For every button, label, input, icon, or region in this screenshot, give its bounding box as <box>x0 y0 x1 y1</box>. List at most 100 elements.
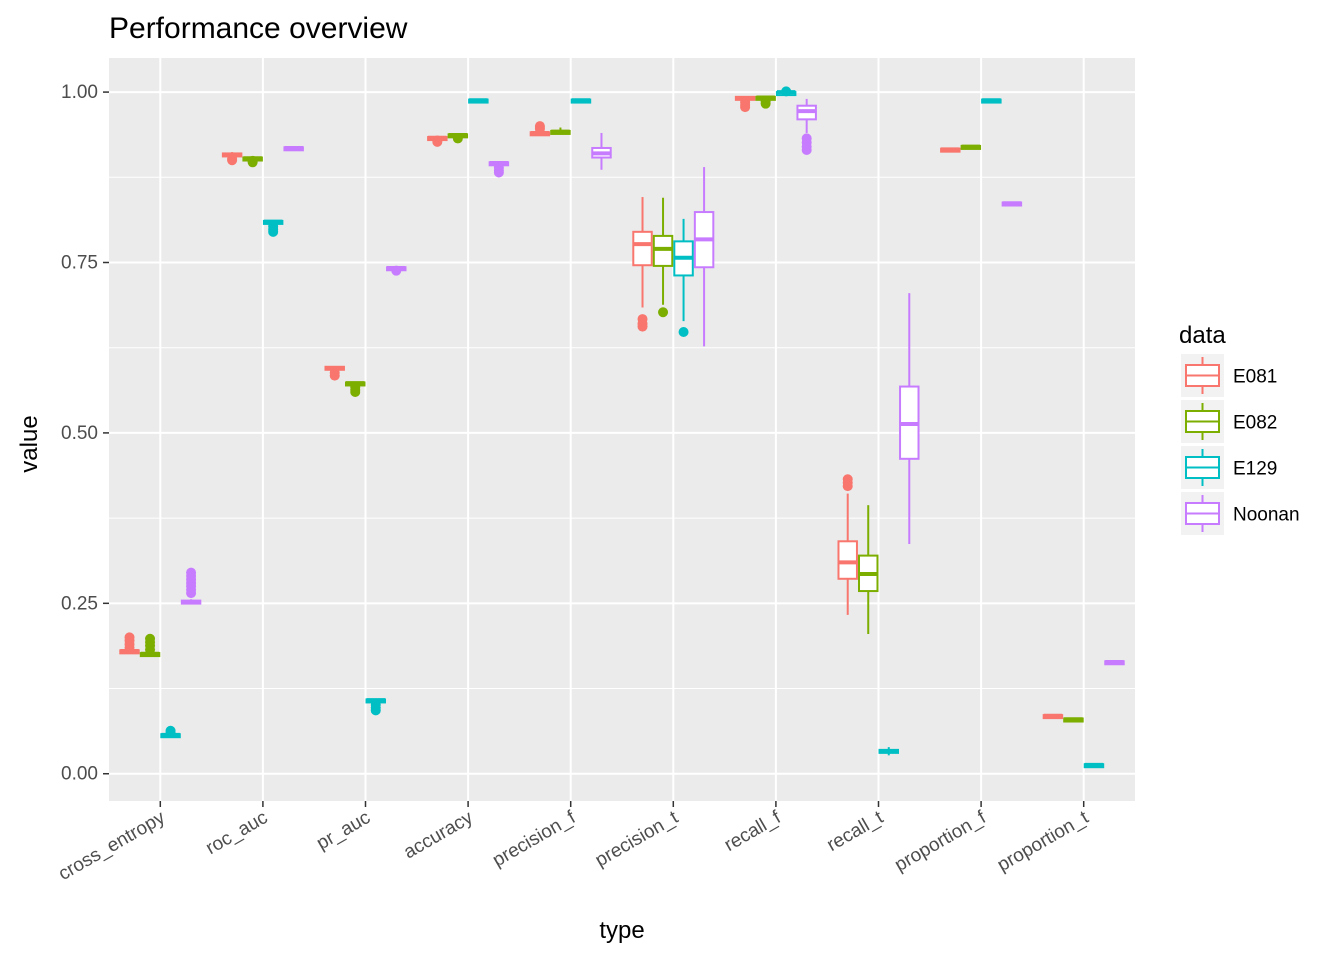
legend-item-e082: E082 <box>1181 400 1277 443</box>
legend-label: E081 <box>1233 367 1277 388</box>
box-e129-recall_f <box>775 86 797 97</box>
x-tick-label: proportion_f <box>891 807 990 876</box>
box-e129-cross_entropy <box>160 725 181 739</box>
grid-layer <box>109 58 1135 801</box>
x-tick-label: roc_auc <box>202 807 271 859</box>
box-noonan-recall_t <box>899 293 920 545</box>
outlier-point <box>268 226 279 237</box>
box-noonan-cross_entropy <box>180 567 202 605</box>
x-tick-label: recall_t <box>823 807 887 856</box>
y-tick-label: 0.75 <box>61 252 98 273</box>
outlier-point <box>227 155 238 166</box>
legend-item-e081: E081 <box>1181 354 1277 397</box>
box-e081-recall_t <box>837 474 858 615</box>
series-noonan <box>180 98 1125 666</box>
box-e082-recall_f <box>755 95 776 109</box>
outlier-point <box>842 474 853 485</box>
outlier-point <box>329 370 340 381</box>
box-e082-pr_auc <box>345 381 366 398</box>
box-layer <box>119 86 1125 769</box>
outlier-point <box>493 167 504 178</box>
box-noonan-precision_f <box>591 132 612 170</box>
box-e082-accuracy <box>447 133 469 144</box>
outlier-point <box>740 102 751 113</box>
legend-item-noonan: Noonan <box>1181 492 1300 535</box>
box-e081-precision_t <box>632 197 653 332</box>
box-e082-cross_entropy <box>139 633 161 658</box>
box-e081-pr_auc <box>324 365 345 381</box>
box-noonan-accuracy <box>488 160 510 178</box>
outlier-point <box>165 725 176 736</box>
legend-label: E129 <box>1233 459 1277 480</box>
box-e129-proportion_f <box>981 98 1002 104</box>
box-noonan-roc_auc <box>283 145 304 152</box>
box-e082-proportion_f <box>960 144 982 150</box>
series-e081 <box>119 95 1064 720</box>
plot-panel <box>109 58 1135 801</box>
outlier-point <box>247 157 258 168</box>
series-e129 <box>160 86 1105 769</box>
x-tick-label: precision_t <box>592 807 683 871</box>
box-noonan-proportion_f <box>1001 201 1023 207</box>
box-e081-precision_f <box>529 121 551 137</box>
outlier-point <box>637 321 648 332</box>
legend-label: Noonan <box>1233 505 1300 526</box>
x-tick-label: pr_auc <box>313 807 374 854</box>
x-tick-label: recall_f <box>721 807 785 856</box>
box-e081-recall_f <box>734 95 756 113</box>
box-e082-precision_t <box>652 197 674 318</box>
x-tick-label: accuracy <box>400 807 477 863</box>
outlier-point <box>391 265 402 276</box>
box-e129-recall_t <box>878 747 899 756</box>
box-e081-accuracy <box>427 135 448 147</box>
legend-item-e129: E129 <box>1181 446 1277 489</box>
box-e129-precision_f <box>570 98 592 104</box>
box-e081-roc_auc <box>221 152 243 166</box>
y-tick-label: 0.00 <box>61 764 98 785</box>
outlier-point <box>186 567 197 578</box>
outlier-point <box>370 705 381 716</box>
box-e082-roc_auc <box>242 155 263 168</box>
x-axis-title: type <box>599 917 644 944</box>
box-e081-proportion_f <box>940 147 961 153</box>
box-noonan-proportion_t <box>1104 659 1125 666</box>
box-e081-proportion_t <box>1042 713 1064 720</box>
outlier-point <box>658 307 669 318</box>
series-e082 <box>139 95 1084 723</box>
y-tick-label: 0.50 <box>61 423 98 444</box>
box-e129-proportion_t <box>1083 762 1105 769</box>
x-tick-label: cross_entropy <box>55 807 169 885</box>
box-e081-cross_entropy <box>119 632 140 655</box>
outlier-point <box>124 632 135 643</box>
legend-label: E082 <box>1233 413 1277 434</box>
box-noonan-recall_f <box>796 98 817 156</box>
box-rect <box>652 234 674 267</box>
legend-items: E081 E082 E129 Noonan <box>1181 354 1300 535</box>
box-e129-accuracy <box>468 98 489 104</box>
outlier-point <box>534 121 545 132</box>
outlier-point <box>350 387 361 398</box>
x-tick-label: precision_f <box>489 807 580 871</box>
box-noonan-precision_t <box>693 167 715 347</box>
chart-title: Performance overview <box>109 12 408 45</box>
box-e129-precision_t <box>673 218 694 338</box>
outlier-point <box>781 86 792 97</box>
box-noonan-pr_auc <box>386 265 407 276</box>
y-axis-title: value <box>16 415 43 472</box>
box-e129-roc_auc <box>262 219 284 237</box>
outlier-point <box>452 133 463 144</box>
box-e082-proportion_t <box>1063 717 1084 723</box>
box-e129-pr_auc <box>365 698 386 716</box>
outlier-point <box>760 98 771 109</box>
y-tick-label: 1.00 <box>61 82 98 103</box>
outlier-point <box>801 145 812 156</box>
x-tick-label: proportion_t <box>994 807 1093 876</box>
box-rect <box>632 230 653 267</box>
outlier-point <box>678 327 689 338</box>
legend: data E081 E082 E129 Noonan <box>1179 322 1300 535</box>
outlier-point <box>145 633 156 644</box>
box-e082-precision_f <box>550 127 571 135</box>
box-rect <box>837 540 858 580</box>
